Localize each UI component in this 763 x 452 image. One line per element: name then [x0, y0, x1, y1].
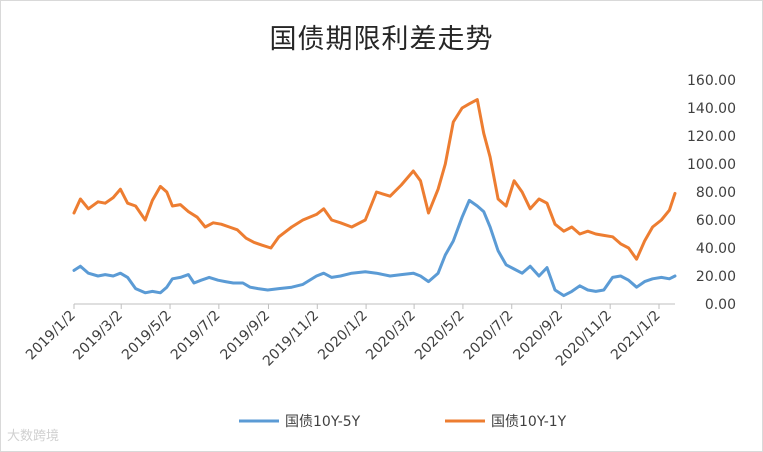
x-tick-label: 2019/1/2	[23, 308, 79, 364]
y-tick-label: 160.00	[687, 73, 736, 89]
x-tick-label: 2021/1/2	[608, 308, 664, 364]
y-tick-label: 60.00	[696, 213, 736, 229]
x-tick-label: 2020/7/2	[461, 308, 517, 364]
series-line-1	[72, 198, 677, 298]
x-tick-label: 2019/3/2	[70, 308, 126, 364]
x-tick-label: 2020/5/2	[412, 308, 468, 364]
series-line-2	[72, 98, 677, 261]
y-tick-label: 0.00	[705, 297, 736, 313]
x-tick-label: 2020/1/2	[315, 308, 371, 364]
watermark: 大数跨境	[7, 429, 60, 444]
y-tick-label: 120.00	[687, 129, 736, 145]
y-tick-label: 140.00	[687, 101, 736, 117]
x-tick-label: 2019/5/2	[119, 308, 175, 364]
y-tick-label: 80.00	[696, 185, 736, 201]
legend-label: 国债10Y-1Y	[491, 414, 567, 430]
chart-title: 国债期限利差走势	[269, 24, 494, 55]
x-tick-label: 2020/3/2	[363, 308, 419, 364]
legend-label: 国债10Y-5Y	[285, 414, 361, 430]
y-tick-label: 20.00	[696, 269, 736, 285]
x-tick-label: 2019/7/2	[168, 308, 224, 364]
y-tick-label: 100.00	[687, 157, 736, 173]
y-tick-label: 40.00	[696, 241, 736, 257]
